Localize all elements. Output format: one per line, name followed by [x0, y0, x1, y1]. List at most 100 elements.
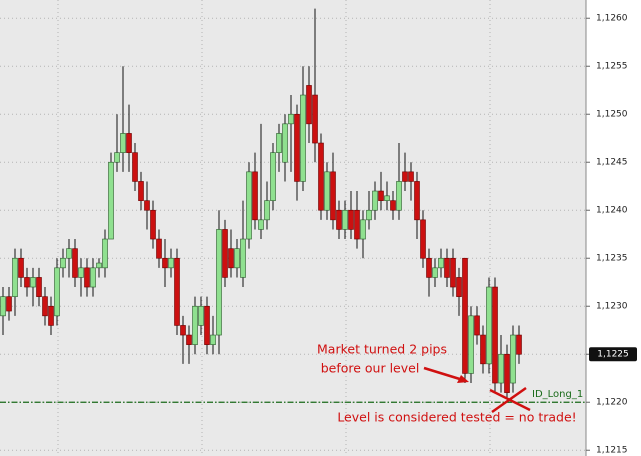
y-tick-label: 1,1240	[596, 206, 628, 216]
candle-body	[288, 113, 294, 125]
annotation: Level is considered tested = no trade!	[337, 410, 576, 425]
candle-body	[456, 277, 462, 297]
candle-body	[414, 181, 420, 221]
candle-body	[180, 325, 186, 336]
candle-body	[204, 305, 210, 345]
candle-body	[318, 142, 324, 211]
candle-body	[468, 315, 474, 374]
candle-body	[96, 262, 102, 269]
candle-body	[264, 200, 270, 221]
candle-body	[156, 238, 162, 259]
candle-body	[366, 209, 372, 221]
candle-body	[450, 257, 456, 288]
candle-body	[510, 334, 516, 384]
candle-body	[0, 296, 6, 317]
candle-body	[384, 195, 390, 201]
candle-body	[12, 257, 18, 297]
candle-body	[270, 152, 276, 201]
y-tick-label: 1,1235	[596, 254, 628, 264]
plot-background	[0, 0, 586, 456]
y-tick-label: 1,1215	[596, 446, 628, 456]
candle-body	[144, 200, 150, 211]
candle-body	[282, 123, 288, 163]
candle-body	[354, 209, 360, 240]
y-tick-label: 1,1220	[596, 398, 628, 408]
candle-body	[402, 171, 408, 182]
candle-body	[120, 133, 126, 153]
candle-body	[246, 171, 252, 240]
candle-body	[426, 257, 432, 278]
level-label: ID_Long_1	[532, 389, 583, 400]
candle-body	[162, 257, 168, 269]
candle-body	[294, 113, 300, 182]
y-tick-label: 1,1250	[596, 110, 628, 120]
candle-body	[150, 209, 156, 240]
arrow-shaft	[423, 366, 464, 382]
candle-body	[66, 248, 72, 259]
y-tick-label: 1,1260	[596, 14, 628, 24]
candle-body	[210, 334, 216, 345]
candle-body	[6, 296, 12, 312]
candle-body	[516, 334, 522, 355]
candle-body	[348, 209, 354, 230]
candle-body	[174, 257, 180, 326]
candle-body	[192, 305, 198, 345]
candle-body	[108, 161, 114, 240]
candle-body	[30, 277, 36, 288]
candle-body	[228, 248, 234, 269]
candle-body	[276, 133, 282, 153]
annotation: before our level	[321, 361, 420, 376]
candle-body	[300, 94, 306, 182]
candle-body	[198, 305, 204, 326]
candle-body	[102, 238, 108, 269]
candle-body	[132, 152, 138, 182]
candle-body	[336, 209, 342, 230]
candle-body	[78, 267, 84, 278]
candle-body	[444, 257, 450, 278]
candle-body	[72, 248, 78, 278]
price-tag-label: 1,1225	[597, 350, 629, 360]
candle-body	[126, 133, 132, 153]
candle-body	[54, 267, 60, 317]
arrow-head	[457, 375, 469, 383]
candle-body	[396, 181, 402, 211]
axis-background	[586, 0, 641, 456]
annotation: Market turned 2 pips	[317, 342, 447, 357]
candle-body	[342, 209, 348, 230]
candle-body	[60, 257, 66, 269]
candle-body	[474, 315, 480, 336]
candle-body	[42, 296, 48, 317]
candle-body	[186, 334, 192, 345]
candle-body	[372, 190, 378, 211]
price-tag	[589, 347, 637, 362]
candle-body	[324, 171, 330, 211]
candle-body	[24, 277, 30, 288]
candle-body	[258, 219, 264, 230]
candle-body	[462, 257, 468, 374]
candle-body	[84, 267, 90, 288]
candle-body	[234, 248, 240, 269]
y-tick-label: 1,1230	[596, 302, 628, 312]
candle-body	[486, 286, 492, 365]
candle-body	[438, 257, 444, 269]
candle-body	[504, 353, 510, 393]
candle-body	[480, 334, 486, 365]
candle-body	[390, 200, 396, 211]
candle-body	[408, 171, 414, 182]
candle-body	[48, 305, 54, 326]
y-tick-label: 1,1255	[596, 62, 628, 72]
candle-body	[240, 238, 246, 278]
candle-body	[18, 257, 24, 278]
candle-body	[420, 219, 426, 259]
candle-body	[498, 353, 504, 384]
candle-body	[222, 229, 228, 278]
candle-body	[114, 152, 120, 163]
candle-body	[312, 94, 318, 144]
candle-body	[306, 85, 312, 125]
candle-body	[36, 277, 42, 297]
candle-body	[492, 286, 498, 384]
candle-body	[360, 219, 366, 240]
candle-body	[90, 267, 96, 288]
candle-body	[432, 267, 438, 278]
